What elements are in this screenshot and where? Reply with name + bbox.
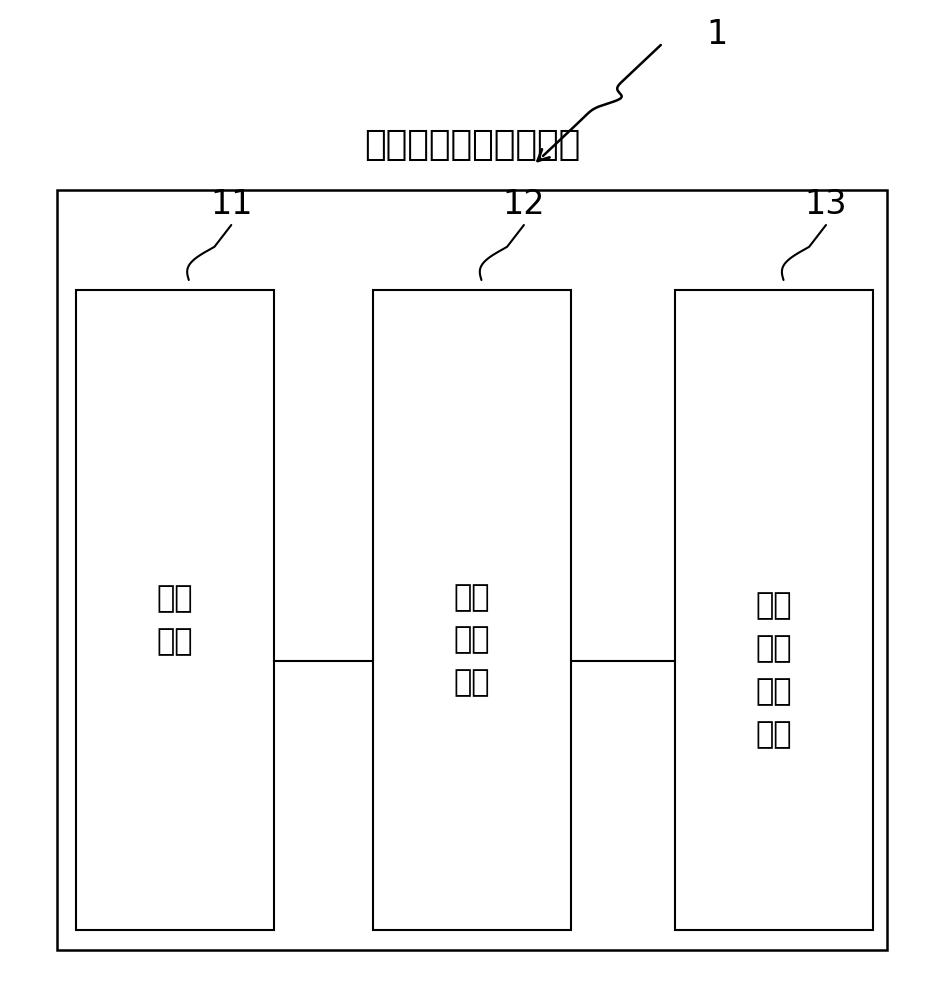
Bar <box>373 290 571 930</box>
Text: 编码
模块: 编码 模块 <box>157 584 193 656</box>
Text: 1: 1 <box>707 18 728 51</box>
Text: 编码
格式
指定
模块: 编码 格式 指定 模块 <box>756 591 792 749</box>
Bar <box>675 290 873 930</box>
Text: 13: 13 <box>804 188 848 221</box>
Text: 服务集标识的编码装置: 服务集标识的编码装置 <box>363 128 581 162</box>
Bar <box>76 290 274 930</box>
Text: 第一
判断
模块: 第一 判断 模块 <box>454 583 490 697</box>
Bar <box>57 190 887 950</box>
Text: 12: 12 <box>502 188 546 221</box>
Text: 11: 11 <box>210 188 253 221</box>
